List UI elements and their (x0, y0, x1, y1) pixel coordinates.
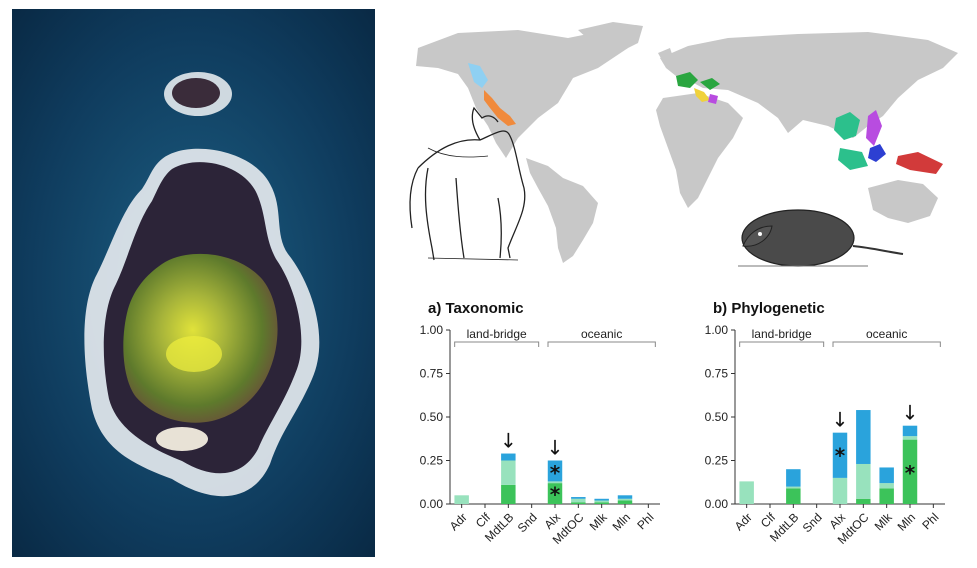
bar-segment (501, 453, 516, 461)
bar-segment (786, 486, 801, 489)
region-west-mediterranean (676, 72, 698, 88)
bar-segment (832, 477, 848, 504)
bar-segment (501, 460, 516, 485)
asterisk-icon: * (905, 461, 916, 485)
bar-segment (617, 498, 633, 501)
region-sulawesi (868, 144, 886, 162)
island-beach (156, 427, 208, 451)
bar-segment (454, 495, 469, 504)
world-map (409, 22, 958, 267)
bar-segment (902, 425, 918, 437)
group-label: oceanic (866, 327, 907, 341)
shrew-drawing (738, 209, 904, 267)
phylogenetic-chart: b) Phylogenetic 0.00 0.25 0.50 0.75 1.00 Adr C… (695, 296, 950, 564)
group-label: land-bridge (467, 327, 527, 341)
bar-segment (879, 483, 894, 489)
y-tick-label: 0.25 (705, 454, 729, 468)
x-tick-label: Mlk (872, 510, 896, 534)
region-sunda (838, 148, 868, 170)
bar-segment (902, 436, 918, 440)
bar-segment (786, 469, 801, 487)
region-northwest-america (468, 63, 488, 88)
y-tick-label: 0.75 (705, 367, 729, 381)
group-bracket (454, 341, 540, 347)
asterisk-icon: * (550, 483, 561, 507)
bar-segment (832, 432, 848, 478)
bar-segment (571, 497, 586, 499)
y-tick-label: 1.00 (705, 323, 729, 337)
x-tick-label: Snd (800, 510, 825, 535)
group-bracket (739, 341, 825, 347)
bar-segment (571, 502, 586, 504)
continents (416, 22, 958, 263)
taxonomic-chart: a) Taxonomic 0.00 0.25 0.50 0.75 1.00 Adr Clf M… (410, 296, 665, 564)
region-philippines (834, 112, 860, 140)
island-photo (12, 9, 375, 557)
asterisk-icon: * (835, 444, 846, 468)
y-tick-label: 0.00 (420, 497, 444, 511)
group-bracket (832, 341, 941, 347)
region-california (484, 90, 516, 126)
bar-segment (594, 500, 609, 503)
x-tick-label: Mln (610, 510, 634, 534)
group-label: oceanic (581, 327, 622, 341)
region-italy (694, 88, 710, 102)
bar-segment (594, 502, 609, 504)
y-tick-label: 1.00 (420, 323, 444, 337)
region-new-guinea (896, 152, 943, 174)
bar-segment (617, 500, 633, 504)
chart-title: b) Phylogenetic (713, 300, 825, 317)
group-bracket (547, 341, 656, 347)
bar-segment (547, 460, 563, 482)
chart-title: a) Taxonomic (428, 300, 524, 317)
island-islet (164, 72, 232, 116)
wolf-drawing (409, 106, 526, 261)
region-greece (708, 94, 718, 104)
sampled-regions (468, 63, 943, 174)
region-moluccas (866, 110, 882, 146)
bar-segment (856, 463, 871, 499)
bar-segment (501, 484, 516, 504)
y-tick-label: 0.25 (420, 454, 444, 468)
x-tick-label: Mlk (587, 510, 611, 534)
y-tick-label: 0.75 (420, 367, 444, 381)
y-tick-label: 0.00 (705, 497, 729, 511)
y-tick-label: 0.50 (420, 410, 444, 424)
down-arrow-icon: ↓ (500, 429, 517, 453)
bar-segment (594, 498, 609, 501)
region-east-mediterranean (700, 78, 720, 90)
y-tick-label: 0.50 (705, 410, 729, 424)
bar-segment (739, 481, 754, 504)
island-vegetation (123, 253, 278, 423)
x-tick-label: Mln (895, 510, 919, 534)
down-arrow-icon: ↓ (547, 436, 564, 460)
bar-segment (902, 439, 918, 504)
x-tick-label: Adr (447, 510, 470, 533)
down-arrow-icon: ↓ (902, 401, 919, 425)
bar-segment (879, 467, 894, 484)
bar-segment (617, 495, 633, 499)
asterisk-icon: * (550, 461, 561, 485)
down-arrow-icon: ↓ (832, 408, 849, 432)
bar-segment (547, 481, 563, 484)
bar-segment (547, 483, 563, 504)
x-tick-label: Snd (515, 510, 540, 535)
x-tick-label: Phl (919, 510, 941, 532)
bar-segment (856, 410, 871, 464)
x-tick-label: Adr (732, 510, 755, 533)
bar-segment (879, 488, 894, 504)
bar-segment (786, 488, 801, 504)
x-tick-label: Phl (634, 510, 656, 532)
bar-segment (571, 498, 586, 503)
group-label: land-bridge (752, 327, 812, 341)
bar-segment (856, 498, 871, 504)
